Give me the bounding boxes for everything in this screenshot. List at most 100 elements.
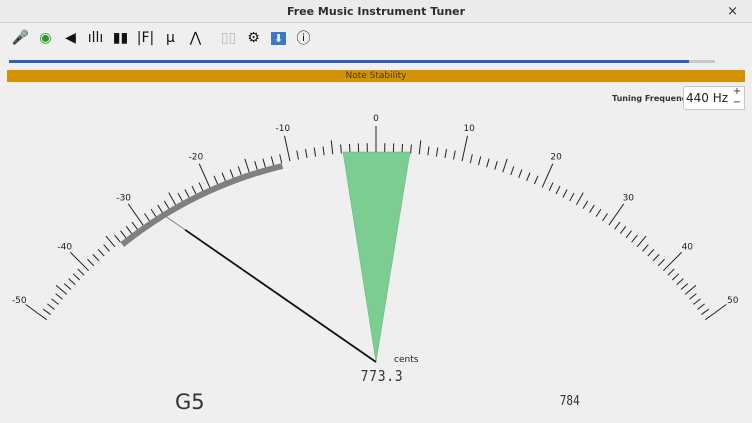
- tuning-wedge: [342, 151, 411, 363]
- increment-button[interactable]: +: [732, 86, 742, 97]
- stability-arc: [120, 163, 284, 247]
- minor-tick: [97, 249, 105, 257]
- minor-tick: [518, 169, 523, 179]
- minor-tick: [221, 172, 226, 182]
- minor-tick: [533, 175, 539, 185]
- title-bar: Free Music Instrument Tuner ×: [0, 0, 752, 23]
- minor-tick: [589, 204, 595, 213]
- pause-button[interactable]: ▯▯: [216, 27, 241, 49]
- minor-tick: [168, 192, 177, 206]
- minor-tick: [693, 298, 701, 305]
- minor-tick: [279, 154, 283, 164]
- major-tick: [461, 135, 468, 162]
- scale-label: -50: [12, 296, 27, 306]
- tuning-fork-eye-icon: ◉: [39, 30, 52, 46]
- minor-tick: [689, 293, 697, 300]
- minor-tick: [555, 185, 561, 195]
- download-button[interactable]: ⬇: [266, 27, 291, 49]
- minor-tick: [486, 158, 490, 168]
- minor-tick: [120, 230, 127, 239]
- minor-tick: [51, 298, 59, 305]
- minor-tick: [636, 235, 647, 248]
- needle: [184, 229, 377, 363]
- gaussian-button[interactable]: ⋀: [183, 27, 208, 49]
- minor-tick: [582, 200, 589, 209]
- speaker-button[interactable]: ◀: [58, 27, 83, 49]
- gaussian-icon: ⋀: [189, 30, 202, 46]
- minor-tick: [526, 172, 531, 182]
- minor-tick: [642, 244, 649, 252]
- minor-tick: [296, 150, 299, 160]
- minor-tick: [614, 221, 621, 230]
- spectrum-icon: ▮▮: [112, 30, 129, 46]
- major-tick: [284, 135, 291, 162]
- minor-tick: [72, 273, 81, 281]
- window-title: Free Music Instrument Tuner: [286, 5, 466, 18]
- input-level-fill: [9, 60, 689, 63]
- minor-tick: [92, 253, 100, 262]
- scale-label: 10: [463, 124, 475, 134]
- minor-tick: [157, 204, 163, 213]
- gear-button[interactable]: ⚙: [241, 27, 266, 49]
- cents-readout: 773.3: [360, 367, 404, 385]
- download-icon: ⬇: [270, 31, 287, 45]
- note-stability-bar: Note Stability: [7, 70, 745, 82]
- minor-tick: [697, 303, 705, 310]
- minor-tick: [619, 226, 627, 234]
- minor-tick: [330, 140, 334, 155]
- minor-tick: [562, 189, 568, 198]
- minor-tick: [684, 284, 697, 295]
- minor-tick: [410, 144, 412, 154]
- minor-tick: [125, 226, 133, 234]
- info-button[interactable]: ⓘ: [291, 27, 316, 49]
- major-tick: [704, 304, 727, 321]
- minor-tick: [68, 278, 76, 286]
- scale-label: 20: [550, 152, 562, 162]
- minor-tick: [254, 160, 258, 170]
- minor-tick: [177, 192, 183, 202]
- major-tick: [25, 304, 48, 321]
- minor-tick: [418, 140, 422, 155]
- minor-tick: [213, 175, 219, 185]
- minor-tick: [625, 230, 632, 239]
- minor-tick: [401, 143, 404, 153]
- minor-tick: [87, 258, 95, 267]
- scale-label: 0: [373, 114, 379, 124]
- minor-tick: [150, 208, 157, 217]
- waveform-button[interactable]: ıllı: [83, 27, 108, 49]
- minor-tick: [103, 244, 110, 252]
- minor-tick: [602, 213, 608, 222]
- scale-label: 40: [682, 243, 694, 253]
- minor-tick: [435, 147, 439, 157]
- scale-label: -30: [116, 193, 131, 203]
- mu-button[interactable]: μ: [158, 27, 183, 49]
- minor-tick: [105, 235, 116, 248]
- major-tick: [541, 163, 554, 188]
- minor-tick: [340, 144, 342, 154]
- minor-tick: [229, 169, 234, 179]
- close-button[interactable]: ×: [727, 4, 738, 19]
- minor-tick: [671, 273, 680, 281]
- minor-tick: [270, 156, 275, 166]
- minor-tick: [657, 258, 665, 267]
- minor-tick: [322, 146, 325, 156]
- input-level-bar: [9, 60, 715, 63]
- microphone-button[interactable]: 🎤: [8, 27, 33, 49]
- minor-tick: [184, 189, 190, 198]
- minor-tick: [114, 234, 121, 243]
- note-name: G5: [175, 390, 205, 414]
- major-tick: [608, 203, 625, 226]
- tuning-fork-eye-button[interactable]: ◉: [33, 27, 58, 49]
- decrement-button[interactable]: −: [732, 97, 742, 108]
- tuning-frequency-input[interactable]: 440 Hz: [683, 86, 731, 110]
- spectrum-button[interactable]: ▮▮: [108, 27, 133, 49]
- major-tick: [662, 251, 682, 272]
- major-tick: [70, 251, 90, 272]
- minor-tick: [304, 148, 308, 158]
- scale-label: -10: [275, 124, 290, 134]
- formula-button[interactable]: |F|: [133, 27, 158, 49]
- info-icon: ⓘ: [296, 31, 311, 47]
- scale-label: -20: [189, 152, 204, 162]
- minor-tick: [43, 308, 51, 315]
